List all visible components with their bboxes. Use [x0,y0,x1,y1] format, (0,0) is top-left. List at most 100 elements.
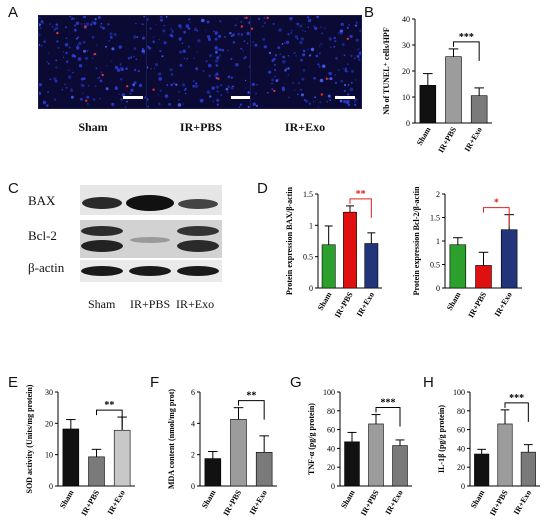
y-tick-label: 4 [191,419,195,428]
y-tick-label: 0 [331,482,335,491]
band-bcl2-sham-upper [81,226,123,236]
significance-stars: * [494,198,499,209]
y-axis-title: Protein expression BAX/β-actin [285,186,294,294]
y-tick-label: 1.5 [430,214,440,223]
micrograph-texture [251,16,361,108]
y-tick-label: 20 [327,463,335,472]
y-tick-label: 0.5 [430,261,440,270]
y-tick-label: 1.5 [303,190,313,199]
y-tick-label: 100 [323,388,335,397]
x-tick-label: IR+PBS [488,488,510,517]
panel-label-f: F [150,374,160,391]
y-tick-label: 60 [327,426,335,435]
significance-stars: ** [246,391,256,402]
y-tick-label: 0 [461,482,465,491]
micrograph-caption-ir-pbs: IR+PBS [179,120,223,134]
significance-bracket [504,402,529,422]
significance-stars: ** [356,189,366,200]
band-bax-ir-exo [178,199,218,209]
x-tick-label: IR+PBS [466,290,488,319]
chart-tunel: 0 10 20 30 40 Nb of TUNEL⁺ cells/HPF Sham IR+PB… [382,15,492,154]
band-bax-ir-pbs [126,195,174,211]
bar-ir-exo [255,452,273,487]
bar-sham [449,244,467,289]
bar-ir-pbs [88,456,105,487]
blot-label-bax: BAX [28,193,56,208]
panel-label-b: B [364,4,375,21]
micrograph-sham [38,15,150,109]
bar-sham [419,85,437,124]
bar-ir-exo [364,243,379,289]
y-tick-label: 40 [327,444,335,453]
band-actin-sham [81,266,123,276]
x-tick-label: IR+PBS [221,488,243,517]
y-axis-title: SOD activity (Units/mg protein) [25,384,34,493]
blot-caption-sham: Sham [88,297,116,311]
y-tick-label: 0 [436,284,440,293]
band-bcl2-ir-pbs [130,237,170,243]
y-tick-label: 0 [406,119,410,128]
chart-bax: 0 0.5 1 1.5 Protein expression BAX/β-actin Sh… [285,186,382,319]
y-tick-label: 80 [457,407,465,416]
y-tick-label: 30 [45,388,53,397]
y-tick-label: 0 [191,482,195,491]
y-tick-label: 1 [309,221,313,230]
y-tick-label: 10 [45,451,53,460]
x-tick-label: IR+PBS [79,488,101,517]
significance-stars: *** [459,32,474,43]
y-tick-label: 80 [327,407,335,416]
western-blot [80,185,222,282]
micrograph-ir-pbs [146,15,258,109]
y-axis-title: MDA content (nmol/mg prot) [167,389,176,489]
blot-caption-ir-pbs: IR+PBS [130,297,171,311]
bar-ir-exo [113,429,131,487]
band-bax-sham [82,197,122,209]
y-axis-title: Nb of TUNEL⁺ cells/HPF [382,27,391,115]
x-tick-label: IR+Exo [248,489,269,517]
bar-ir-exo [500,229,518,289]
band-bcl2-ir-exo-upper [177,226,219,236]
micrograph-ir-exo [250,15,362,109]
significance-bracket [349,198,372,218]
y-tick-label: 2 [191,451,195,460]
panel-label-c: C [8,180,19,197]
significance-bracket [375,407,401,427]
scale-bar [335,96,355,99]
x-tick-label: IR+Exo [106,489,127,517]
blot-caption-ir-exo: IR+Exo [176,297,215,311]
x-tick-label: Sham [58,488,76,510]
y-tick-label: 0 [49,482,53,491]
band-actin-ir-exo [177,266,219,276]
band-bcl2-sham-lower [81,240,123,252]
bar-ir-pbs [497,423,513,487]
bar-sham [204,458,222,487]
significance-stars: ** [104,400,114,411]
chart-tnf: 0 20 40 60 80 100 TNF-α (pg/g protein) Sham IR+P… [307,388,412,517]
x-tick-label: Sham [445,290,463,312]
bar-ir-pbs [475,265,492,289]
y-tick-label: 0 [309,284,313,293]
x-tick-label: IR+PBS [436,125,458,154]
y-tick-label: 2 [436,190,440,199]
blot-label-bcl2: Bcl-2 [28,228,57,243]
x-tick-label: IR+Exo [512,489,533,517]
panel-label-a: A [8,4,19,21]
bar-sham [321,244,336,289]
y-axis-title: Protein expression Bcl-2/β-actin [412,186,421,295]
chart-bcl2: 0 0.5 1 1.5 2 Protein expression Bcl-2/β-acti… [412,186,522,319]
bar-sham [344,441,360,487]
chart-il1b: 0 20 40 60 80 100 IL-1β (pg/g protein) Sham IR+P… [437,388,540,517]
scale-bar [123,96,143,99]
bar-ir-pbs [445,56,462,124]
bar-ir-pbs [368,423,384,487]
x-tick-label: IR+Exo [493,291,514,319]
chart-sod: 0 10 20 30 SOD activity (Units/mg protein) Sh… [25,384,135,517]
x-tick-label: IR+Exo [463,126,484,154]
bar-ir-pbs [343,211,357,289]
panel-label-g: G [290,374,302,391]
y-axis-title: IL-1β (pg/g protein) [437,405,446,473]
significance-stars: *** [509,393,524,404]
y-tick-label: 1 [436,237,440,246]
x-tick-label: Sham [415,125,433,147]
significance-stars: *** [381,398,396,409]
